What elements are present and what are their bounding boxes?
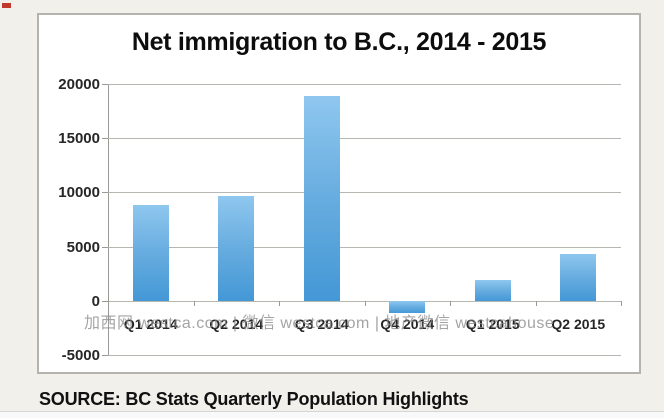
chart-title: Net immigration to B.C., 2014 - 2015 (131, 28, 547, 56)
bar-q2-2014 (218, 195, 255, 301)
y-axis-tick (102, 192, 108, 194)
y-axis-label-0: 0 (91, 292, 100, 310)
bar-q1-2015 (474, 280, 511, 301)
y-axis-label-15000: 15000 (58, 130, 100, 148)
bottom-strip (0, 411, 664, 418)
y-axis-tick (102, 246, 108, 248)
gridline--5000 (108, 355, 621, 356)
x-axis-boundary-tick (364, 300, 366, 306)
y-axis-tick (102, 84, 108, 85)
x-axis-boundary-tick (193, 300, 195, 306)
x-axis-label-q4-2014: Q4 2014 (380, 315, 435, 332)
bar-chart-plot-area: 20000 15000 10000 5000 0 -5000 Q1 2014 Q2 2014 Q… (58, 77, 622, 363)
bar-q4-2014 (389, 300, 426, 313)
x-axis-boundary-tick (450, 300, 451, 306)
x-axis-label-q3-2014: Q3 2014 (294, 315, 349, 332)
y-axis-label-10000: 10000 (58, 184, 100, 202)
gridline-5000 (108, 246, 621, 248)
y-axis-tick (102, 138, 108, 140)
bar-q2-2015 (560, 254, 597, 301)
x-axis-boundary-tick (108, 300, 109, 306)
x-axis-label-q1-2014: Q1 2014 (123, 315, 178, 332)
x-axis-boundary-tick (621, 300, 622, 306)
x-axis-boundary-tick (279, 300, 280, 306)
y-axis-label-5000: 5000 (66, 238, 100, 256)
y-axis-line (108, 84, 109, 355)
bar-q3-2014 (303, 95, 340, 301)
x-axis-label-q1-2015: Q1 2015 (465, 315, 520, 332)
source-caption: SOURCE: BC Stats Quarterly Population Hi… (39, 389, 469, 409)
y-axis-label--5000: -5000 (61, 347, 100, 364)
gridline-20000 (108, 84, 621, 85)
gridline-15000 (108, 138, 621, 140)
chart-panel: Net immigration to B.C., 2014 - 2015 200… (37, 13, 641, 374)
y-axis-tick (102, 355, 108, 356)
x-axis-label-q2-2015: Q2 2015 (551, 315, 606, 332)
bar-q1-2014 (132, 205, 169, 301)
red-corner-mark (2, 3, 11, 8)
x-axis-label-q2-2014: Q2 2014 (209, 315, 264, 332)
gridline-10000 (108, 192, 621, 194)
x-axis-boundary-tick (535, 300, 537, 306)
y-axis-tick (102, 300, 108, 302)
y-axis-label-20000: 20000 (58, 76, 100, 93)
